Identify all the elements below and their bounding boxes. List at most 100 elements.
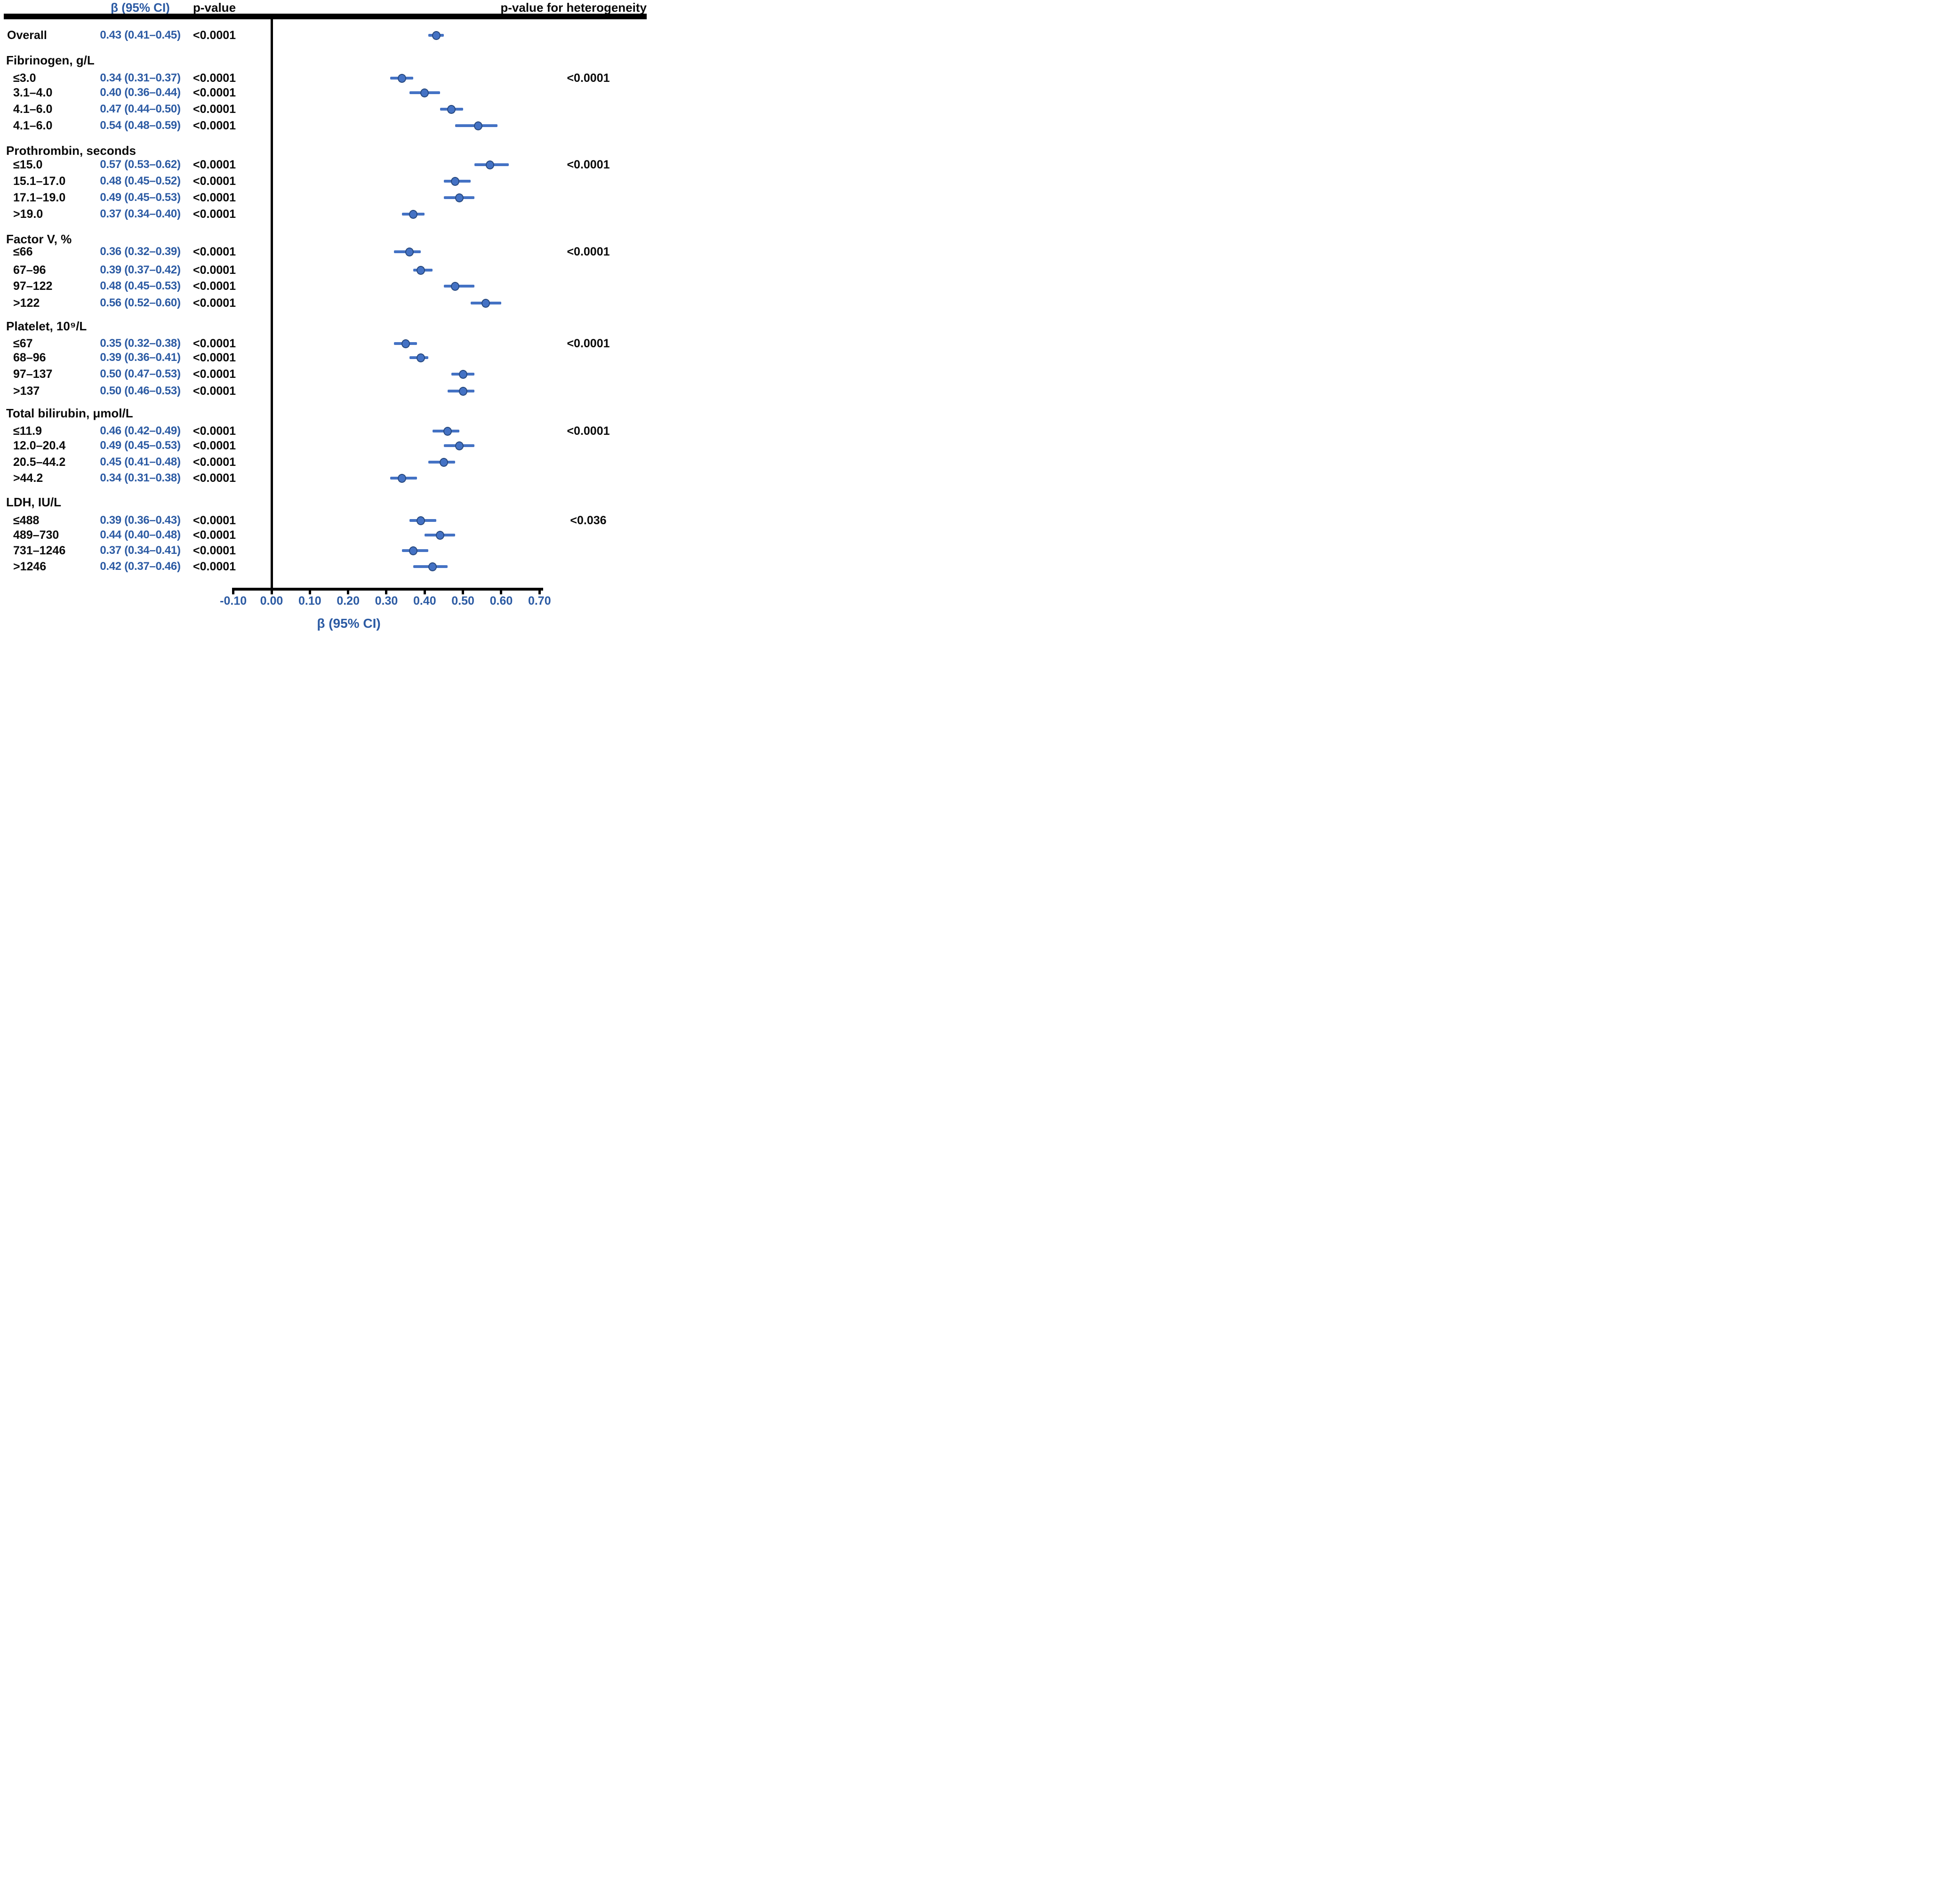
point-marker [420, 88, 429, 97]
p-value: <0.0001 [193, 208, 236, 221]
axis-tick [347, 588, 350, 594]
row-label: >137 [13, 384, 40, 398]
p-value: <0.0001 [193, 191, 236, 204]
axis-tick-label: -0.10 [220, 594, 247, 608]
p-value: <0.0001 [193, 280, 236, 293]
p-value: <0.0001 [193, 544, 236, 557]
axis-tick-label: 0.40 [413, 594, 436, 608]
row-label: 489–730 [13, 528, 59, 542]
p-value: <0.0001 [193, 456, 236, 469]
row-label: >44.2 [13, 472, 43, 485]
row-label: >122 [13, 296, 40, 310]
group-header: Platelet, 10⁹/L [6, 319, 87, 333]
point-marker [447, 104, 456, 114]
p-value: <0.0001 [193, 351, 236, 364]
group-header: Fibrinogen, g/L [6, 53, 95, 67]
p-value: <0.0001 [193, 368, 236, 381]
point-marker [458, 369, 467, 379]
forest-plot: Overall 0.43 (0.41–0.45) <0.0001 Fibrinogen… [0, 0, 650, 635]
beta-ci-value: 0.46 (0.42–0.49) [100, 424, 181, 437]
heterogeneity-p-value: <0.0001 [567, 158, 610, 171]
axis-tick-label: 0.50 [451, 594, 474, 608]
row-label: 97–122 [13, 280, 53, 293]
beta-ci-value: 0.48 (0.45–0.53) [100, 280, 181, 292]
row-label: 15.1–17.0 [13, 175, 66, 188]
x-axis-title: β (95% CI) [317, 616, 381, 631]
row-label: 17.1–19.0 [13, 191, 66, 204]
point-marker [417, 265, 425, 275]
p-value: <0.0001 [193, 384, 236, 398]
beta-ci-value: 0.50 (0.46–0.53) [100, 384, 181, 397]
forest-plot-figure: β (95% CI) p-value p-value for heterogen… [0, 0, 650, 635]
beta-ci-value: 0.47 (0.44–0.50) [100, 103, 181, 115]
row-label: >1246 [13, 560, 47, 573]
row-label: 97–137 [13, 368, 53, 381]
point-marker [451, 176, 460, 186]
row-label: 4.1–6.0 [13, 119, 53, 132]
beta-ci-value: 0.40 (0.36–0.44) [100, 86, 181, 99]
beta-ci-value: 0.56 (0.52–0.60) [100, 296, 181, 309]
beta-ci-value: 0.37 (0.34–0.40) [100, 208, 181, 220]
point-marker [485, 160, 494, 169]
p-value: <0.0001 [193, 72, 236, 85]
column-header-beta-ci: β (95% CI) [111, 0, 170, 15]
heterogeneity-p-value: <0.0001 [567, 337, 610, 350]
point-marker [455, 441, 464, 450]
point-marker [435, 530, 444, 540]
row-label: 67–96 [13, 264, 46, 277]
group-header: Prothrombin, seconds [6, 144, 136, 158]
group-header: Total bilirubin, μmol/L [6, 406, 133, 420]
axis-tick-label: 0.00 [260, 594, 283, 608]
heterogeneity-p-value: <0.0001 [567, 72, 610, 85]
axis-tick-label: 0.10 [298, 594, 321, 608]
row-label: 4.1–6.0 [13, 103, 53, 116]
beta-ci-value: 0.39 (0.36–0.41) [100, 351, 181, 364]
p-value: <0.0001 [193, 337, 236, 350]
p-value: <0.0001 [193, 296, 236, 310]
beta-ci-value: 0.44 (0.40–0.48) [100, 528, 181, 541]
column-header-heterogeneity: p-value for heterogeneity [500, 0, 647, 15]
point-marker [458, 386, 467, 396]
axis-tick [423, 588, 426, 594]
row-label: ≤3.0 [13, 72, 36, 85]
group-header: LDH, IU/L [6, 495, 61, 509]
p-value: <0.0001 [193, 528, 236, 542]
row-label: ≤15.0 [13, 158, 43, 171]
axis-tick [385, 588, 388, 594]
point-marker [397, 473, 406, 483]
beta-ci-value: 0.48 (0.45–0.52) [100, 175, 181, 187]
beta-ci-value: 0.36 (0.32–0.39) [100, 245, 181, 258]
row-label: ≤67 [13, 337, 33, 350]
axis-tick-label: 0.60 [489, 594, 513, 608]
p-value: <0.0001 [193, 29, 236, 42]
point-marker [455, 193, 464, 202]
axis-tick-label: 0.30 [375, 594, 398, 608]
p-value: <0.0001 [193, 119, 236, 132]
beta-ci-value: 0.49 (0.45–0.53) [100, 439, 181, 452]
row-label: 3.1–4.0 [13, 86, 53, 99]
point-marker [439, 457, 448, 467]
column-header-p-value: p-value [193, 0, 236, 15]
row-label: ≤488 [13, 514, 40, 527]
row-label: ≤66 [13, 245, 33, 258]
row-label: 731–1246 [13, 544, 66, 557]
point-marker [397, 73, 406, 83]
header-rule [4, 14, 647, 19]
heterogeneity-p-value: <0.0001 [567, 424, 610, 438]
axis-tick [270, 588, 273, 594]
axis-tick-label: 0.70 [528, 594, 551, 608]
row-label: 12.0–20.4 [13, 439, 66, 452]
p-value: <0.0001 [193, 86, 236, 99]
row-label: >19.0 [13, 208, 43, 221]
beta-ci-value: 0.42 (0.37–0.46) [100, 560, 181, 573]
row-label: 68–96 [13, 351, 46, 364]
p-value: <0.0001 [193, 103, 236, 116]
beta-ci-value: 0.35 (0.32–0.38) [100, 337, 181, 350]
beta-ci-value: 0.39 (0.37–0.42) [100, 264, 181, 276]
beta-ci-value: 0.43 (0.41–0.45) [100, 29, 181, 41]
axis-tick-label: 0.20 [337, 594, 360, 608]
p-value: <0.0001 [193, 472, 236, 485]
point-marker [409, 546, 417, 555]
row-label: ≤11.9 [13, 424, 42, 438]
heterogeneity-p-value: <0.036 [570, 514, 607, 527]
